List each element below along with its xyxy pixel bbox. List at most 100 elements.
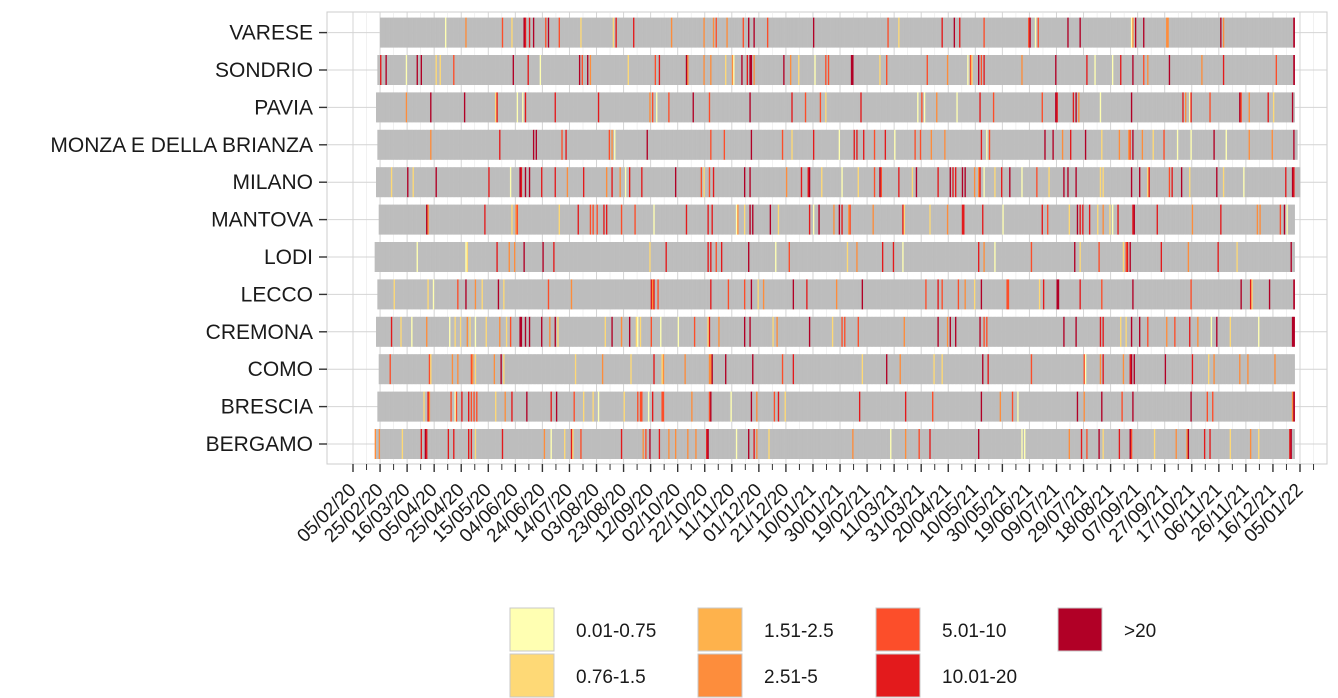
heatmap-cell: [401, 242, 404, 272]
heatmap-cell: [649, 354, 651, 385]
heatmap-cell: [978, 279, 980, 310]
heatmap-cell: [1217, 316, 1220, 347]
heatmap-cell: [543, 354, 546, 385]
heatmap-cell: [1087, 279, 1090, 310]
heatmap-cell: [546, 391, 549, 422]
heatmap-cell: [1124, 429, 1126, 459]
heatmap-cell: [756, 242, 758, 272]
heatmap-cell: [699, 429, 702, 459]
heatmap-cell: [1255, 316, 1258, 347]
heatmap-cell: [390, 242, 393, 272]
heatmap-cell: [555, 316, 558, 347]
heatmap-cell: [619, 391, 622, 422]
heatmap-cell: [507, 167, 509, 198]
heatmap-cell: [957, 391, 960, 422]
heatmap-cell: [569, 279, 572, 310]
heatmap-cell: [850, 279, 853, 310]
heatmap-cell: [860, 242, 863, 272]
heatmap-cell: [911, 242, 914, 272]
heatmap-cell: [417, 242, 420, 272]
heatmap-cell: [898, 429, 900, 459]
heatmap-cell: [582, 167, 585, 198]
heatmap-cell: [389, 354, 392, 385]
heatmap-cell: [1125, 429, 1128, 459]
heatmap-cell: [734, 204, 737, 235]
heatmap-cell: [557, 242, 559, 272]
heatmap-cell: [401, 316, 404, 347]
heatmap-cell: [607, 354, 610, 385]
heatmap-cell: [649, 242, 651, 272]
heatmap-cell: [945, 316, 948, 347]
heatmap-cell: [781, 279, 784, 310]
heatmap-cell: [830, 429, 833, 459]
heatmap-cell: [1162, 279, 1164, 310]
heatmap-cell: [903, 204, 906, 235]
heatmap-cell: [393, 316, 396, 347]
heatmap-cell: [818, 242, 821, 272]
heatmap-cell: [923, 391, 926, 422]
heatmap-cell: [1105, 242, 1107, 272]
heatmap-cell: [553, 204, 555, 235]
heatmap-cell: [1236, 354, 1239, 385]
heatmap-cell: [1082, 429, 1084, 459]
heatmap-cell: [1052, 354, 1055, 385]
heatmap-cell: [1067, 279, 1070, 310]
heatmap-cell: [1258, 242, 1260, 272]
heatmap-cell: [561, 167, 564, 198]
heatmap-cell: [386, 316, 389, 347]
heatmap-cell: [589, 354, 592, 385]
heatmap-cell: [1225, 391, 1228, 422]
heatmap-cell: [741, 242, 743, 272]
heatmap-cell: [1074, 204, 1076, 235]
heatmap-cell: [1116, 354, 1118, 385]
heatmap-cell: [689, 391, 692, 422]
heatmap-cell: [497, 279, 500, 310]
heatmap-cell: [911, 279, 914, 310]
heatmap-cell: [1249, 316, 1252, 347]
heatmap-cell: [1048, 204, 1051, 235]
heatmap-cell: [449, 204, 451, 235]
heatmap-cell: [488, 316, 490, 347]
heatmap-cell: [405, 316, 408, 347]
heatmap-cell: [695, 391, 697, 422]
heatmap-cell: [699, 354, 702, 385]
heatmap-cell: [633, 354, 635, 385]
heatmap-cell: [1281, 279, 1283, 310]
heatmap-cell: [887, 391, 890, 422]
heatmap-cell: [945, 354, 948, 385]
heatmap-cell: [622, 429, 624, 459]
heatmap-cell: [731, 279, 734, 310]
heatmap-cell: [706, 429, 708, 459]
heatmap-cell: [474, 204, 477, 235]
heatmap-cell: [799, 391, 802, 422]
heatmap-cell: [1099, 279, 1102, 310]
heatmap-cell: [1275, 429, 1278, 459]
heatmap-cell: [1087, 391, 1090, 422]
heatmap-cell: [401, 429, 404, 459]
heatmap-cell: [1221, 204, 1224, 235]
heatmap-cell: [1203, 429, 1206, 459]
heatmap-cell: [1093, 242, 1095, 272]
heatmap-cell: [610, 316, 612, 347]
heatmap-cell: [1059, 279, 1061, 310]
heatmap-cell: [580, 279, 582, 310]
heatmap-cell: [910, 354, 913, 385]
heatmap-cell: [929, 242, 932, 272]
heatmap-cell: [1208, 391, 1210, 422]
heatmap-cell: [1256, 429, 1259, 459]
heatmap-cell: [884, 242, 887, 272]
heatmap-cell: [1041, 354, 1044, 385]
heatmap-cell: [503, 316, 505, 347]
heatmap-cell: [435, 429, 438, 459]
heatmap-cell: [508, 167, 511, 198]
heatmap-cell: [1029, 391, 1032, 422]
heatmap-cell: [404, 316, 407, 347]
heatmap-cell: [489, 316, 492, 347]
heatmap-cell: [964, 242, 967, 272]
heatmap-cell: [1174, 391, 1176, 422]
heatmap-cell: [662, 279, 665, 310]
heatmap-cell: [1167, 204, 1170, 235]
heatmap-cell: [842, 279, 845, 310]
heatmap-cell: [1159, 429, 1161, 459]
heatmap-cell: [507, 429, 509, 459]
